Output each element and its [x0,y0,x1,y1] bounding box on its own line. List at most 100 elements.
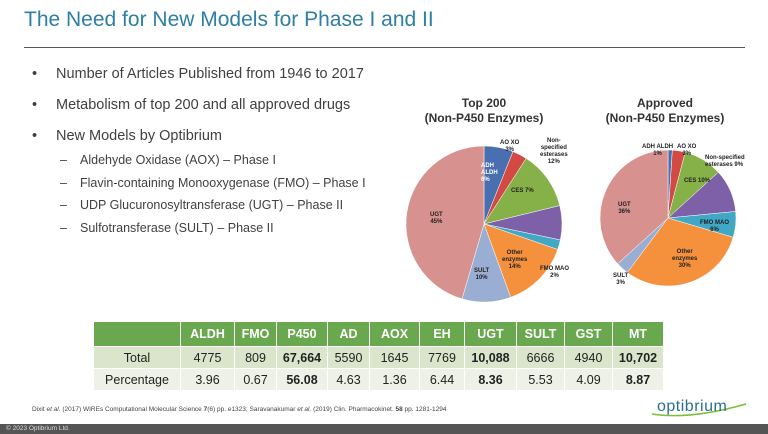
pie-chart-approved [600,150,736,286]
copyright: © 2023 Optibrium Ltd. [6,425,70,432]
pie-top200-label-sult-l1: SULT [474,268,490,274]
table-cell: 4940 [564,346,613,369]
slide-title: The Need for New Models for Phase I and … [24,8,434,31]
table-row: Total 4775 809 67,664 5590 1645 7769 10,… [93,346,664,369]
citation-part: (6) pp. e1323; Saravanakumar [207,406,298,413]
table-cell: 3.96 [180,368,235,391]
table-header-gst: GST [564,321,613,347]
pie-slice-non-specified-esterases [483,158,561,225]
pie-top200-label-other: Other enzymes 14% [502,250,527,271]
table-cell: 6666 [516,346,565,369]
pie-top200-label-sult-l2: 10% [475,275,488,281]
pie-top200-label-nonspec-l3: esterases [540,152,568,158]
pie-approved-label-fmo: FMO MAO 6% [700,220,729,234]
table-cell: 1645 [369,346,420,369]
pie-top200-label-aoxo: AO XO 3% [500,140,519,154]
table-row-label: Total [93,346,181,369]
table-cell: 1.36 [369,368,420,391]
citation-part: Dixit [32,406,47,413]
pie-top200-label-nonspec-l2: specified [540,145,567,151]
pie-approved-label-sult-l1: SULT [613,273,629,279]
pie-top200-label-adh-l3: 6% [481,177,490,183]
pie-top200-label-aoxo-l1: AO XO [500,140,520,146]
pie-slice-other-enzymes [483,223,559,298]
sub-bullet-sult: Sulfotransferase (SULT) – Phase II [32,221,392,244]
citation-part: (2017) WIREs Computational Molecular Sci… [60,406,204,413]
table-header-aldh: ALDH [180,321,235,347]
pie-top200-label-ugt: UGT 45% [430,212,443,226]
table-header-fmo: FMO [234,321,277,347]
pie-top200-label-aoxo-l2: 3% [505,147,514,153]
citation-part: et al. [46,406,61,413]
bullet-list: Number of Articles Published from 1946 t… [32,66,392,243]
table-header-sult: SULT [516,321,565,347]
pie-approved-title-line1: Approved [636,96,693,110]
table-header-blank [93,321,181,347]
pie-slice-ugt [600,150,669,265]
table-row-label: Percentage [93,368,181,391]
pie-top200-label-ugt-l2: 45% [430,219,443,225]
pie-top200-label-other-l1: Other [506,250,523,256]
table-header-aox: AOX [369,321,420,347]
pie-slice-other-enzymes [626,217,734,286]
pie-top200-label-other-l2: enzymes [502,257,528,263]
table-cell: 67,664 [276,346,328,369]
table-cell: 4.63 [327,368,370,391]
pie-top200-title-line2: (Non-P450 Enzymes) [424,111,544,125]
bullet-articles: Number of Articles Published from 1946 t… [32,66,392,97]
pie-approved-title-line2: (Non-P450 Enzymes) [605,111,725,125]
pie-approved-label-ugt-l2: 36% [618,209,631,215]
table-cell: 0.67 [234,368,277,391]
citation-part: 7 [203,406,208,413]
pie-top200-title: Top 200 (Non-P450 Enzymes) [404,96,564,126]
pie-top200-title-line1: Top 200 [461,96,507,110]
optibrium-logo-text: optibrium [657,398,728,415]
pie-approved-label-aoxo-l2: 3% [682,151,691,157]
title-divider [24,47,745,48]
table-cell: 809 [234,346,277,369]
table-header-ad: AD [327,321,370,347]
pie-approved-label-ugt: UGT 36% [618,202,631,216]
bullet-metabolism: Metabolism of top 200 and all approved d… [32,97,392,128]
pie-approved-label-other-l3: 30% [678,263,691,269]
citation-part: 58 [395,406,403,413]
optibrium-logo-swoosh [651,403,747,417]
pie-approved-label-fmo-l2: 6% [710,227,719,233]
pie-top200-label-other-l3: 14% [508,264,521,270]
pie-top200-label-nonspec-l4: 12% [547,159,560,165]
pie-approved-label-adh-l2: 1% [653,151,662,157]
pie-approved-label-nonspec: Non-specified esterases 9% [705,155,745,168]
pie-top200-label-ces: CES 7% [511,188,534,194]
pie-approved-label-adh-l1: ADH ALDH [642,144,674,150]
citation: Dixit et al. (2017) WIREs Computational … [32,406,446,413]
table-header-p450: P450 [276,321,328,347]
pie-approved-label-adh: ADH ALDH 1% [642,144,673,158]
sub-bullet-aox: Aldehyde Oxidase (AOX) – Phase I [32,153,392,176]
pie-top200-label-nonspec-l1: Non- [547,138,561,144]
table-header-eh: EH [419,321,465,347]
bullet-new-models: New Models by Optibrium [32,128,392,153]
pie-approved-label-sult: SULT 3% [613,273,628,287]
pie-top200-label-sult: SULT 10% [474,268,489,282]
pie-approved-label-aoxo-l1: AO XO [677,144,697,150]
table-cell: 8.36 [464,368,517,391]
citation-part: pp. 1281-1294 [402,406,447,413]
pie-slice-ugt [406,146,485,300]
footer-bar [0,424,768,434]
table-cell: 56.08 [276,368,328,391]
pie-approved-title: Approved (Non-P450 Enzymes) [590,96,740,126]
sub-bullet-ugt: UDP Glucuronosyltransferase (UGT) – Phas… [32,198,392,221]
table-cell: 5590 [327,346,370,369]
table-cell: 8.87 [612,368,664,391]
table-cell: 4.09 [564,368,613,391]
pie-approved-label-aoxo: AO XO 3% [677,144,696,158]
sub-bullet-fmo: Flavin-containing Monooxygenase (FMO) – … [32,176,392,199]
pie-approved-label-sult-l2: 3% [616,280,625,286]
pie-approved-label-other: Other enzymes 30% [672,249,697,270]
table-cell: 10,088 [464,346,517,369]
table-header-row: ALDH FMO P450 AD AOX EH UGT SULT GST MT [93,321,664,347]
table-cell: 4775 [180,346,235,369]
pie-top200-label-adh: ADH ALDH 6% [481,163,498,184]
pie-chart-top200 [406,146,562,302]
pie-approved-label-ces: CES 10% [684,178,711,184]
